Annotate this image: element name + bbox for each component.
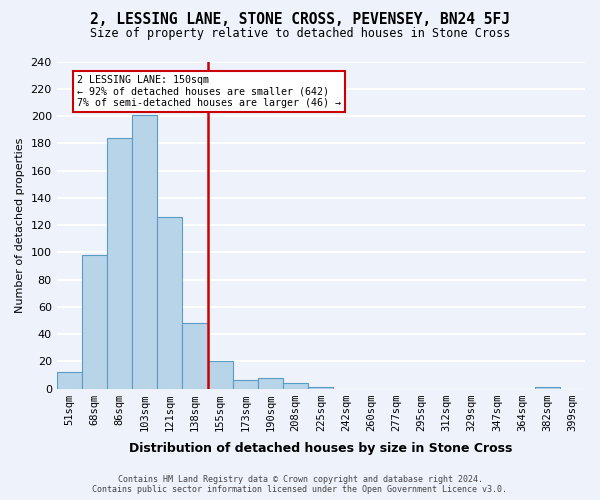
Bar <box>82 255 107 388</box>
Bar <box>308 387 334 388</box>
Bar <box>182 323 208 388</box>
Y-axis label: Number of detached properties: Number of detached properties <box>15 138 25 312</box>
X-axis label: Distribution of detached houses by size in Stone Cross: Distribution of detached houses by size … <box>129 442 512 455</box>
Text: Size of property relative to detached houses in Stone Cross: Size of property relative to detached ho… <box>90 28 510 40</box>
Bar <box>157 217 182 388</box>
Bar <box>258 378 283 388</box>
Text: 2 LESSING LANE: 150sqm
← 92% of detached houses are smaller (642)
7% of semi-det: 2 LESSING LANE: 150sqm ← 92% of detached… <box>77 75 341 108</box>
Text: Contains HM Land Registry data © Crown copyright and database right 2024.
Contai: Contains HM Land Registry data © Crown c… <box>92 474 508 494</box>
Bar <box>233 380 258 388</box>
Bar <box>208 362 233 388</box>
Bar <box>56 372 82 388</box>
Bar <box>535 387 560 388</box>
Bar <box>283 383 308 388</box>
Bar <box>132 114 157 388</box>
Text: 2, LESSING LANE, STONE CROSS, PEVENSEY, BN24 5FJ: 2, LESSING LANE, STONE CROSS, PEVENSEY, … <box>90 12 510 28</box>
Bar <box>107 138 132 388</box>
